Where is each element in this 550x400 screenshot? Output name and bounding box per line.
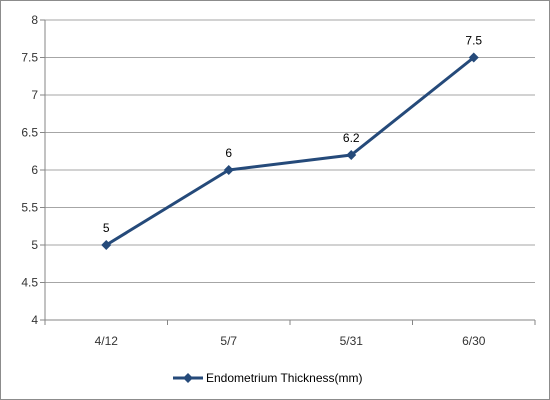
y-tick-label: 5 — [31, 238, 38, 252]
data-label: 6.2 — [343, 131, 360, 145]
x-tick-label: 6/30 — [462, 334, 486, 348]
data-label: 5 — [103, 221, 110, 235]
legend-label: Endometrium Thickness(mm) — [206, 371, 362, 385]
data-label: 6 — [225, 146, 232, 160]
x-tick-label: 5/7 — [220, 334, 237, 348]
x-tick-label: 4/12 — [95, 334, 119, 348]
y-tick-label: 6 — [31, 163, 38, 177]
y-tick-label: 7.5 — [21, 51, 38, 65]
data-point-marker — [468, 52, 479, 63]
y-tick-label: 4 — [31, 313, 38, 327]
legend: Endometrium Thickness(mm) — [173, 371, 362, 385]
x-tick-labels: 4/12 5/7 5/31 6/30 — [95, 334, 486, 348]
y-tick-label: 8 — [31, 13, 38, 27]
y-tick-labels: 4 4.5 5 5.5 6 6.5 7 7.5 8 — [21, 13, 38, 327]
data-point-marker — [223, 165, 234, 175]
series-group — [101, 52, 479, 250]
y-tick-label: 6.5 — [21, 126, 38, 140]
y-tick-label: 5.5 — [21, 201, 38, 215]
axes — [40, 19, 536, 325]
gridlines — [45, 19, 535, 283]
y-tick-label: 7 — [31, 88, 38, 102]
data-label: 7.5 — [465, 34, 482, 48]
data-point-marker — [101, 240, 112, 250]
data-labels: 5 6 6.2 7.5 — [103, 34, 483, 236]
series-line — [105, 56, 475, 247]
legend-marker-swatch — [183, 373, 193, 383]
y-tick-label: 4.5 — [21, 276, 38, 290]
data-point-marker — [346, 150, 357, 160]
x-tick-label: 5/31 — [340, 334, 364, 348]
